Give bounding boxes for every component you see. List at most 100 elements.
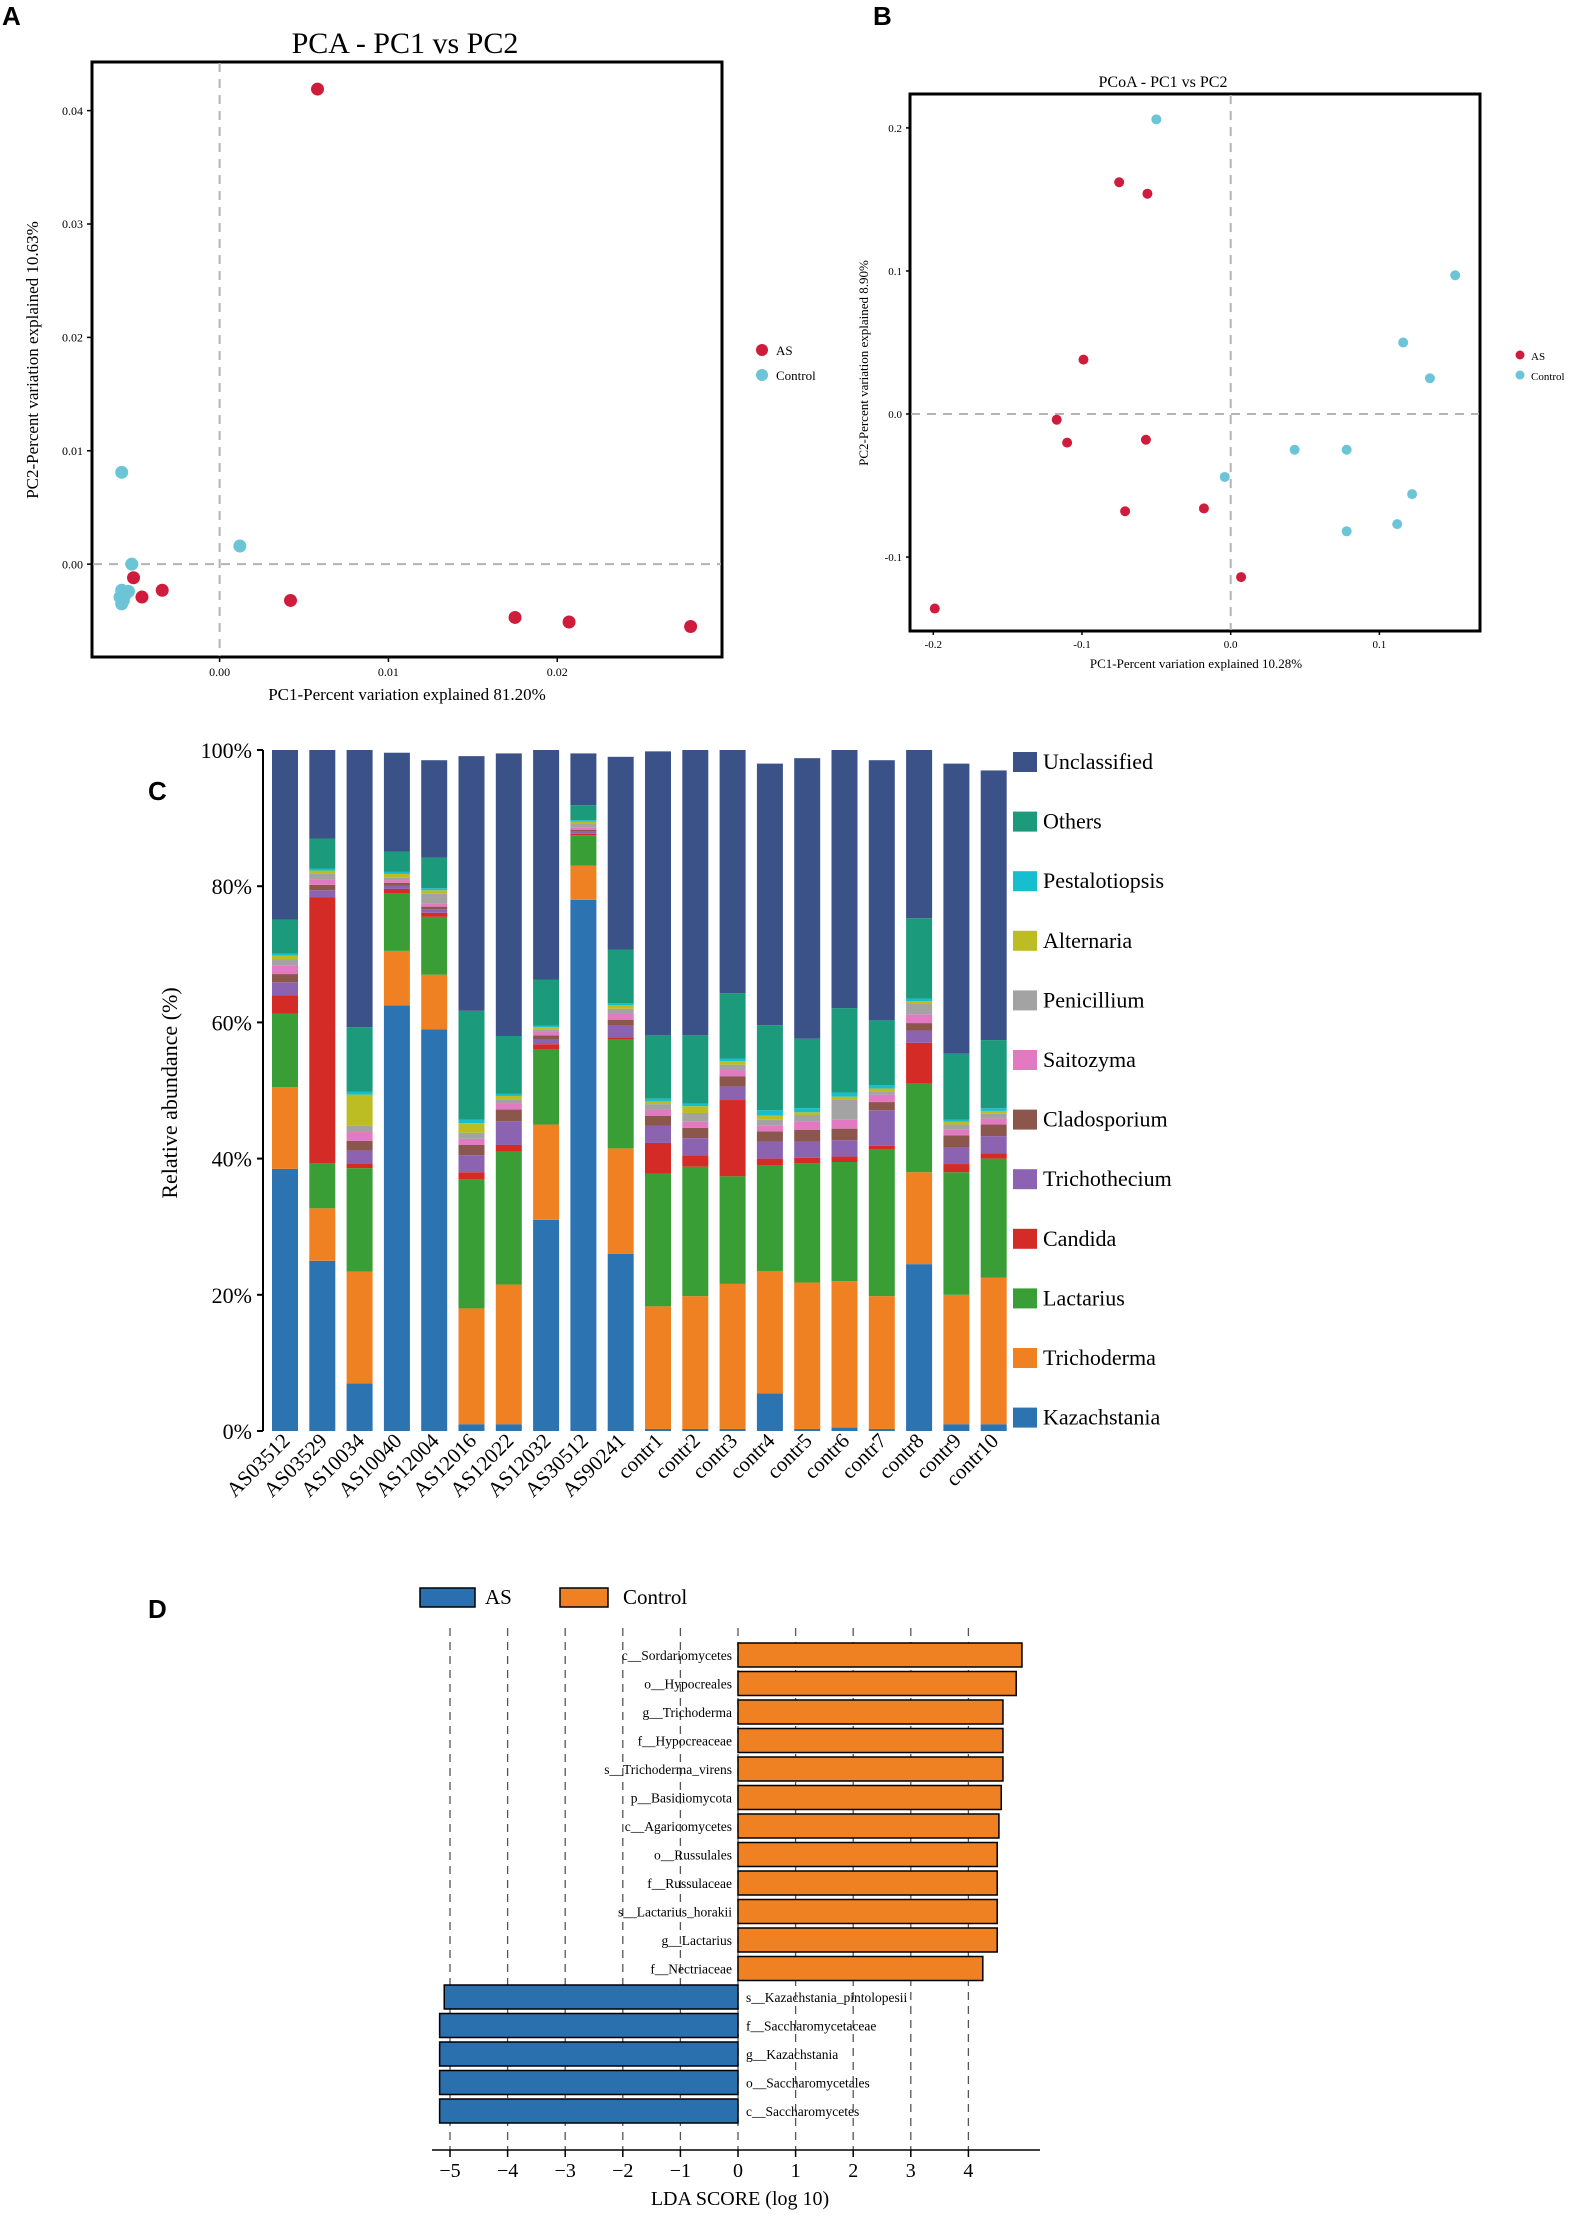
bar-segment-trichoderma bbox=[794, 1282, 821, 1429]
as-sample-point bbox=[1051, 414, 1062, 425]
as-sample-point bbox=[1140, 434, 1151, 445]
bar-segment-trichothecium bbox=[645, 1125, 671, 1143]
bar-segment-pestalotiopsis bbox=[980, 1108, 1007, 1111]
bar-segment-kazachstania bbox=[495, 1424, 522, 1431]
bar-segment-others bbox=[906, 918, 933, 999]
bar-segment-pestalotiopsis bbox=[645, 1098, 671, 1102]
bar-segment-pestalotiopsis bbox=[309, 868, 336, 871]
bar-segment-others bbox=[421, 857, 448, 889]
bar-segment-saitozyma bbox=[906, 1014, 933, 1024]
bar-segment-saitozyma bbox=[682, 1121, 709, 1128]
bar-segment-others bbox=[756, 1025, 783, 1111]
x-tick-label: 0.01 bbox=[378, 665, 399, 679]
pcoa-legend-control-marker bbox=[1515, 370, 1525, 380]
bar-segment-trichoderma bbox=[831, 1281, 858, 1428]
bar-segment-alternaria bbox=[458, 1123, 485, 1133]
legend-label-cladosporium: Cladosporium bbox=[1043, 1107, 1168, 1132]
bar-segment-candida bbox=[719, 1100, 746, 1177]
bar-segment-saitozyma bbox=[831, 1119, 858, 1129]
bar-segment-lactarius bbox=[309, 1163, 336, 1209]
bar-segment-penicillium bbox=[272, 959, 298, 966]
bar-segment-pestalotiopsis bbox=[607, 1003, 634, 1006]
pcoa-x-label: PC1-Percent variation explained 10.28% bbox=[1090, 656, 1302, 671]
as-sample-point bbox=[1236, 572, 1247, 583]
y-tick-label: 0% bbox=[223, 1419, 252, 1444]
bar-segment-trichothecium bbox=[272, 982, 298, 996]
bar-segment-trichothecium bbox=[943, 1147, 970, 1165]
bar-segment-trichoderma bbox=[309, 1208, 336, 1261]
bar-segment-kazachstania bbox=[831, 1427, 858, 1431]
y-tick-label: 20% bbox=[212, 1283, 252, 1308]
bar-segment-cladosporium bbox=[495, 1109, 522, 1122]
bar-segment-alternaria bbox=[719, 1061, 746, 1065]
bar-segment-others bbox=[645, 1035, 671, 1099]
lda-x-label: LDA SCORE (log 10) bbox=[651, 2188, 829, 2210]
bar-segment-alternaria bbox=[533, 1027, 560, 1030]
bar-segment-others bbox=[272, 919, 298, 954]
as-sample-point bbox=[1198, 503, 1209, 514]
bar-segment-penicillium bbox=[868, 1091, 895, 1095]
panel-letter-c: C bbox=[148, 776, 167, 806]
bar-segment-others bbox=[868, 1020, 895, 1086]
legend-label-trichothecium: Trichothecium bbox=[1043, 1166, 1172, 1191]
bar-segment-trichothecium bbox=[421, 909, 448, 913]
abundance-x-labels: AS03512AS03529AS10034AS10040AS12004AS120… bbox=[221, 1428, 1003, 1501]
bar-segment-trichoderma bbox=[906, 1172, 933, 1265]
bar-segment-candida bbox=[756, 1158, 783, 1166]
bar-segment-penicillium bbox=[756, 1119, 783, 1126]
bar-segment-lactarius bbox=[682, 1166, 709, 1297]
bar-segment-candida bbox=[383, 888, 410, 894]
bar-segment-candida bbox=[868, 1145, 895, 1150]
x-tick-label: 4 bbox=[963, 2160, 973, 2182]
panel-c-stacked-bars: C 0% 20% 40% 60% 80% 100% AS03512AS03529AS100… bbox=[148, 738, 1172, 1502]
bar-segment-saitozyma bbox=[421, 903, 448, 907]
bar-segment-penicillium bbox=[533, 1029, 560, 1032]
panel-a-pca: A PCA - PC1 vs PC2 0.00 0.01 0.02 0.00 0.01… bbox=[2, 1, 816, 704]
lda-taxon-label: g__Lactarius bbox=[662, 1933, 732, 1948]
bar-segment-penicillium bbox=[421, 893, 448, 904]
legend-label-pestalotiopsis: Pestalotiopsis bbox=[1043, 868, 1164, 893]
bar-segment-lactarius bbox=[794, 1163, 821, 1283]
as-sample-point bbox=[508, 610, 522, 624]
bar-segment-saitozyma bbox=[533, 1031, 560, 1036]
bar-segment-saitozyma bbox=[309, 879, 336, 885]
bar-segment-pestalotiopsis bbox=[346, 1091, 373, 1095]
lda-control-bar bbox=[737, 1813, 1000, 1839]
legend-label-lactarius: Lactarius bbox=[1043, 1285, 1125, 1310]
bar-segment-saitozyma bbox=[756, 1125, 783, 1132]
bar-segment-trichoderma bbox=[346, 1271, 373, 1384]
pca-legend-as-label: AS bbox=[776, 343, 793, 358]
legend-label-candida: Candida bbox=[1043, 1226, 1117, 1251]
bar-segment-penicillium bbox=[794, 1115, 821, 1122]
bar-segment-alternaria bbox=[495, 1095, 522, 1100]
bar-segment-penicillium bbox=[383, 877, 410, 881]
control-sample-point bbox=[1398, 337, 1409, 348]
x-tick-label: -0.2 bbox=[925, 639, 942, 651]
bar-segment-unclassified bbox=[682, 750, 709, 1036]
bar-segment-trichothecium bbox=[868, 1110, 895, 1146]
bar-segment-pestalotiopsis bbox=[533, 1025, 560, 1028]
bar-segment-trichoderma bbox=[383, 950, 410, 1006]
lda-taxon-label: o__Saccharomycetales bbox=[746, 2076, 870, 2091]
lda-control-bar bbox=[737, 1870, 998, 1896]
bar-segment-unclassified bbox=[272, 750, 298, 920]
pca-legend-control-marker bbox=[756, 369, 768, 381]
bar-segment-alternaria bbox=[421, 890, 448, 894]
bar-segment-unclassified bbox=[607, 756, 634, 950]
bar-segment-others bbox=[309, 838, 336, 869]
bar-segment-saitozyma bbox=[383, 880, 410, 883]
lda-control-bar bbox=[737, 1727, 1004, 1754]
bar-segment-cladosporium bbox=[980, 1124, 1007, 1137]
bar-segment-penicillium bbox=[943, 1124, 970, 1130]
bar-segment-lactarius bbox=[607, 1039, 634, 1149]
as-sample-point bbox=[562, 615, 576, 629]
bar-segment-kazachstania bbox=[607, 1253, 634, 1431]
pcoa-legend-as-label: AS bbox=[1531, 351, 1545, 363]
bar-segment-alternaria bbox=[756, 1115, 783, 1120]
bar-segment-trichothecium bbox=[495, 1121, 522, 1145]
control-sample-point bbox=[1407, 489, 1418, 500]
as-sample-point bbox=[929, 603, 940, 614]
legend-label-alternaria: Alternaria bbox=[1043, 928, 1132, 953]
bar-segment-others bbox=[943, 1053, 970, 1120]
as-sample-point bbox=[135, 590, 149, 604]
